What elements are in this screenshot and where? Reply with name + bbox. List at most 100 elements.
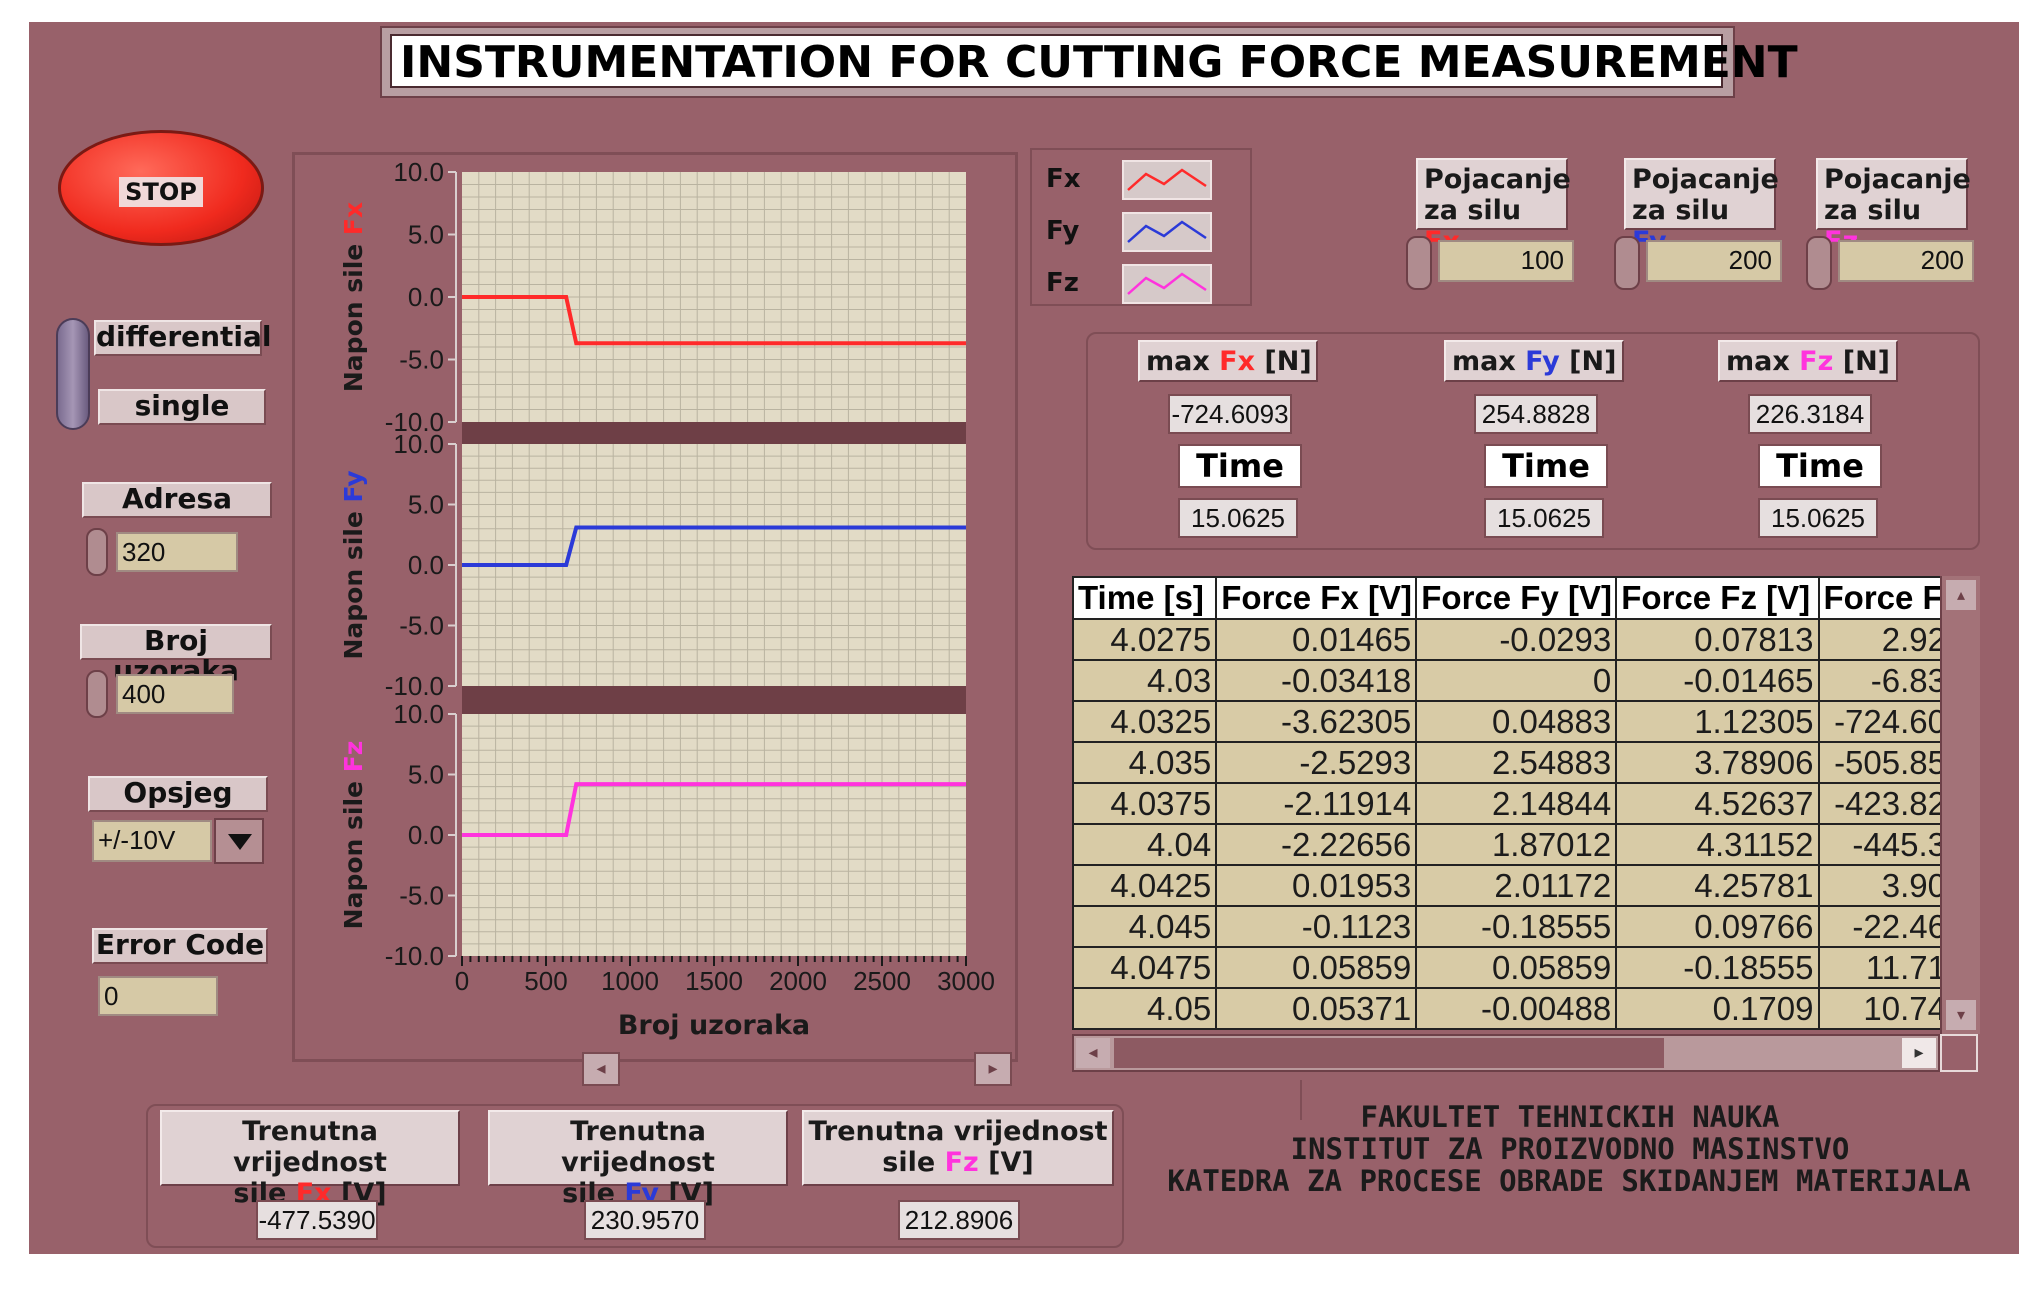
current-value-fx: -477.5390 bbox=[256, 1200, 378, 1240]
table-cell: 0.04883 bbox=[1415, 700, 1618, 743]
table-cell: 11.71 bbox=[1817, 946, 1952, 989]
panel-separator bbox=[462, 422, 966, 444]
max-time-value-fx: 15.0625 bbox=[1178, 498, 1298, 538]
max-label-fx: max Fx [N] bbox=[1138, 340, 1318, 382]
y-axis-label-prefix: Napon sile bbox=[339, 502, 368, 659]
y-tick-label: 5.0 bbox=[408, 220, 444, 250]
opsjeg-label: Opsjeg bbox=[88, 776, 268, 812]
table-cell: 2.01172 bbox=[1415, 864, 1618, 907]
scroll-up-icon[interactable]: ▴ bbox=[1946, 580, 1976, 610]
legend-swatch bbox=[1122, 160, 1212, 200]
table-cell: 4.05 bbox=[1071, 987, 1218, 1030]
data-table-wrapper: Time [s] Force Fx [V] Force Fy [V] Force Fz… bbox=[1071, 576, 1952, 1073]
gain-spinner-fy[interactable] bbox=[1614, 236, 1640, 290]
current-value-fz: 212.8906 bbox=[898, 1200, 1020, 1240]
chart-scroll-right-button[interactable]: ▸ bbox=[974, 1052, 1012, 1086]
y-tick-label: -10.0 bbox=[385, 407, 444, 437]
table-cell: 4.52637 bbox=[1615, 782, 1820, 825]
table-row: 4.035 -2.5293 2.54883 3.78906 -505.85 bbox=[1071, 741, 1952, 784]
legend-line-icon bbox=[1127, 272, 1207, 295]
x-tick-label: 2500 bbox=[853, 966, 911, 996]
max-value-fy: 254.8828 bbox=[1474, 394, 1598, 434]
mode-toggle[interactable] bbox=[56, 318, 90, 430]
y-tick-label: 10.0 bbox=[393, 699, 444, 729]
y-tick-label: -5.0 bbox=[399, 881, 444, 911]
stop-button[interactable]: STOP bbox=[58, 130, 264, 246]
table-cell: -445.3 bbox=[1817, 823, 1952, 866]
table-horizontal-scrollbar[interactable]: ◂ ▸ bbox=[1072, 1034, 1940, 1072]
table-vertical-scrollbar[interactable]: ▴ ▾ bbox=[1940, 576, 1980, 1034]
current-value-fy: 230.9570 bbox=[584, 1200, 706, 1240]
adresa-field[interactable]: 320 bbox=[116, 532, 238, 572]
broj-uzoraka-spinner[interactable] bbox=[86, 670, 108, 718]
max-time-value-fy: 15.0625 bbox=[1484, 498, 1604, 538]
y-axis-label: Napon sile Fz bbox=[339, 741, 368, 930]
legend-swatch bbox=[1122, 212, 1212, 252]
x-tick-label: 1000 bbox=[601, 966, 659, 996]
error-code-label: Error Code bbox=[92, 928, 268, 964]
table-header: Force Fy [V] bbox=[1415, 576, 1618, 620]
gain-field-fz[interactable]: 200 bbox=[1838, 240, 1974, 282]
data-table: Time [s] Force Fx [V] Force Fy [V] Force Fz… bbox=[1071, 576, 1952, 1030]
table-cell: 4.0275 bbox=[1071, 618, 1218, 661]
gain-label-line1: Pojacanje bbox=[1632, 164, 1779, 195]
opsjeg-select[interactable]: +/-10V bbox=[92, 820, 212, 862]
legend: Fx Fy Fz bbox=[1030, 148, 1252, 306]
max-value-fz: 226.3184 bbox=[1748, 394, 1872, 434]
table-cell: -0.18555 bbox=[1615, 946, 1820, 989]
table-row: 4.0325 -3.62305 0.04883 1.12305 -724.60 bbox=[1071, 700, 1952, 743]
max-label-fz: max Fz [N] bbox=[1718, 340, 1898, 382]
x-axis: 0 500 1000 1500 2000 2500 3000 Broj uzoraka bbox=[455, 956, 995, 1041]
gain-field-fx[interactable]: 100 bbox=[1438, 240, 1574, 282]
max-force-name: Fy bbox=[1525, 346, 1560, 377]
y-tick-label: -10.0 bbox=[385, 941, 444, 971]
scroll-thumb[interactable] bbox=[1114, 1038, 1664, 1068]
current-label-line2: sile Fz [V] bbox=[804, 1147, 1112, 1178]
y-tick-label: 0.0 bbox=[408, 820, 444, 850]
table-cell: 1.12305 bbox=[1615, 700, 1820, 743]
table-cell: 1.87012 bbox=[1415, 823, 1618, 866]
gain-spinner-fz[interactable] bbox=[1806, 236, 1832, 290]
scroll-down-icon[interactable]: ▾ bbox=[1946, 1000, 1976, 1030]
y-axis-label: Napon sile Fy bbox=[339, 470, 368, 659]
y-axis-label-prefix: Napon sile bbox=[339, 772, 368, 929]
gain-label-prefix: za silu bbox=[1424, 195, 1522, 226]
broj-uzoraka-label: Broj uzoraka bbox=[80, 624, 272, 686]
current-label-line1: Trenutna vrijednost bbox=[233, 1116, 387, 1178]
broj-uzoraka-field[interactable]: 400 bbox=[116, 674, 234, 714]
table-cell: 2.92 bbox=[1817, 618, 1952, 661]
force-chart: 10.0 5.0 0.0 -5.0 -10.0 Napon sile Fx 10.0 5.0 0… bbox=[339, 157, 995, 1041]
opsjeg-dropdown-button[interactable] bbox=[214, 818, 264, 864]
table-row: 4.04 -2.22656 1.87012 4.31152 -445.3 bbox=[1071, 823, 1952, 866]
footer-line-1: FAKULTET TEHNICKIH NAUKA bbox=[1360, 1100, 1780, 1134]
table-cell: 4.31152 bbox=[1615, 823, 1820, 866]
table-cell: 0.01953 bbox=[1215, 864, 1418, 907]
legend-item-fz: Fz bbox=[1032, 262, 1250, 308]
y-tick-label: -5.0 bbox=[399, 611, 444, 641]
scroll-right-icon[interactable]: ▸ bbox=[1902, 1038, 1936, 1068]
y-tick-label: 5.0 bbox=[408, 760, 444, 790]
scroll-left-icon[interactable]: ◂ bbox=[1076, 1038, 1110, 1068]
footer-line-2: INSTITUT ZA PROIZVODNO MASINSTVO bbox=[1290, 1132, 1850, 1166]
table-cell: -0.1123 bbox=[1215, 905, 1418, 948]
gain-spinner-fx[interactable] bbox=[1406, 236, 1432, 290]
footer-divider bbox=[1300, 1080, 1302, 1120]
gain-field-fy[interactable]: 200 bbox=[1646, 240, 1782, 282]
mode-differential-label[interactable]: differential bbox=[94, 320, 272, 356]
table-header: Force F bbox=[1817, 576, 1952, 620]
table-cell: 4.0475 bbox=[1071, 946, 1218, 989]
chart-scroll-left-button[interactable]: ◂ bbox=[582, 1052, 620, 1086]
table-cell: -0.03418 bbox=[1215, 659, 1418, 702]
table-cell: 4.0325 bbox=[1071, 700, 1218, 743]
mode-single-label[interactable]: single bbox=[98, 389, 266, 425]
max-force-name: Fx bbox=[1219, 346, 1256, 377]
max-value-fx: -724.6093 bbox=[1168, 394, 1292, 434]
y-axis-label-force: Fx bbox=[339, 202, 368, 235]
adresa-spinner[interactable] bbox=[86, 528, 108, 576]
table-cell: -22.46 bbox=[1817, 905, 1952, 948]
y-tick-label: 5.0 bbox=[408, 490, 444, 520]
current-label-line1: Trenutna vrijednost bbox=[808, 1116, 1108, 1147]
table-cell: 2.54883 bbox=[1415, 741, 1618, 784]
